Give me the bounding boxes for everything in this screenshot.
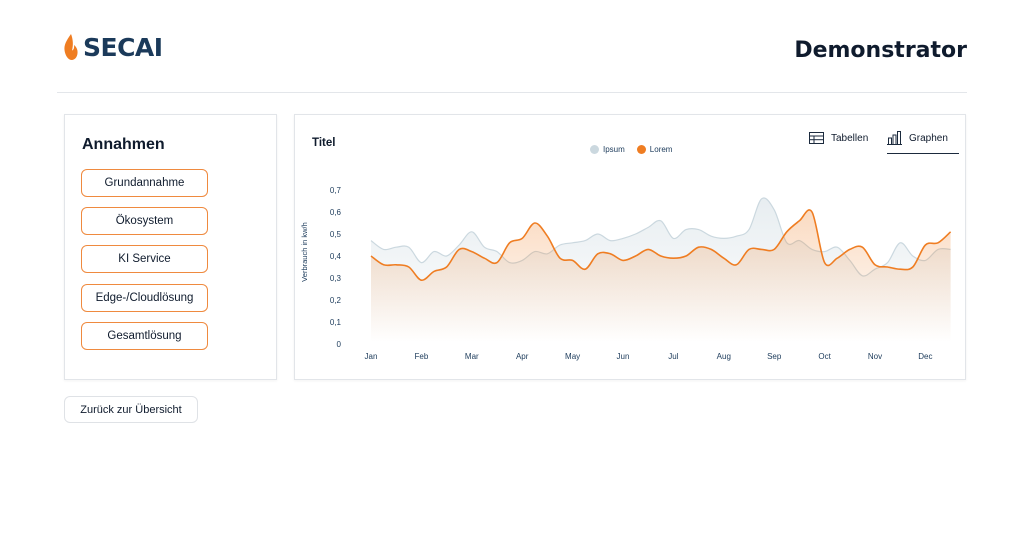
option-edge-cloud-button[interactable]: Edge-/Cloudlösung bbox=[81, 284, 208, 312]
option-gesamtloesung-button[interactable]: Gesamtlösung bbox=[81, 322, 208, 350]
y-tick-label: 0 bbox=[337, 340, 342, 349]
x-tick-label: Sep bbox=[767, 352, 782, 361]
area-lorem bbox=[371, 209, 951, 342]
y-tick-label: 0,3 bbox=[330, 274, 342, 283]
y-tick-label: 0,2 bbox=[330, 296, 342, 305]
x-tick-label: Feb bbox=[415, 352, 429, 361]
y-tick-label: 0,5 bbox=[330, 230, 342, 239]
option-grundannahme-button[interactable]: Grundannahme bbox=[81, 169, 208, 197]
line-chart: 0 0,1 0,2 0,3 0,4 0,5 0,6 0,7 Verbrauch in kw/h J… bbox=[300, 186, 952, 361]
x-tick-label: Jun bbox=[617, 352, 630, 361]
y-tick-label: 0,1 bbox=[330, 318, 342, 327]
chart-panel: 0 0,1 0,2 0,3 0,4 0,5 0,6 0,7 Verbrauch in kw/h J… bbox=[294, 114, 966, 380]
x-tick-label: Apr bbox=[516, 352, 529, 361]
chart-title: Titel bbox=[312, 137, 336, 149]
x-tick-label: Aug bbox=[717, 352, 731, 361]
y-tick-label: 0,7 bbox=[330, 186, 342, 195]
flame-icon bbox=[64, 34, 78, 60]
y-tick-label: 0,6 bbox=[330, 208, 342, 217]
logo: SECAI bbox=[62, 33, 163, 61]
bar-chart-icon bbox=[887, 131, 902, 145]
legend-label-ipsum: Ipsum bbox=[603, 145, 625, 154]
series-line-lorem bbox=[370, 209, 952, 282]
graphs-view-button[interactable]: Graphen bbox=[887, 127, 959, 154]
chart-legend: Ipsum Lorem bbox=[590, 145, 672, 154]
x-tick-label: Jan bbox=[365, 352, 378, 361]
table-icon bbox=[809, 132, 824, 144]
x-tick-label: May bbox=[565, 352, 580, 361]
logo-text: SECAI bbox=[83, 32, 163, 62]
option-ki-service-button[interactable]: KI Service bbox=[81, 245, 208, 273]
header-divider bbox=[57, 92, 967, 93]
x-tick-label: Oct bbox=[818, 352, 831, 361]
legend-swatch-ipsum bbox=[590, 145, 599, 154]
tables-view-label: Tabellen bbox=[831, 132, 869, 144]
tables-view-button[interactable]: Tabellen bbox=[809, 127, 868, 149]
legend-label-lorem: Lorem bbox=[649, 145, 673, 154]
assumptions-panel: Annahmen Grundannahme Ökosystem KI Servi… bbox=[64, 114, 277, 380]
x-tick-label: Jul bbox=[668, 352, 678, 361]
legend-item-lorem: Lorem bbox=[636, 145, 673, 154]
legend-swatch-lorem bbox=[636, 145, 646, 154]
y-axis-title: Verbrauch in kw/h bbox=[300, 222, 309, 282]
y-tick-label: 0,4 bbox=[330, 252, 342, 261]
back-to-overview-button[interactable]: Zurück zur Übersicht bbox=[64, 396, 198, 423]
assumptions-title: Annahmen bbox=[82, 136, 165, 153]
graphs-view-label: Graphen bbox=[909, 132, 948, 144]
legend-item-ipsum: Ipsum bbox=[590, 145, 625, 154]
page-title: Demonstrator bbox=[794, 38, 967, 63]
x-tick-label: Dec bbox=[918, 352, 932, 361]
x-tick-label: Mar bbox=[465, 352, 479, 361]
x-tick-label: Nov bbox=[868, 352, 882, 361]
option-oekosystem-button[interactable]: Ökosystem bbox=[81, 207, 208, 235]
